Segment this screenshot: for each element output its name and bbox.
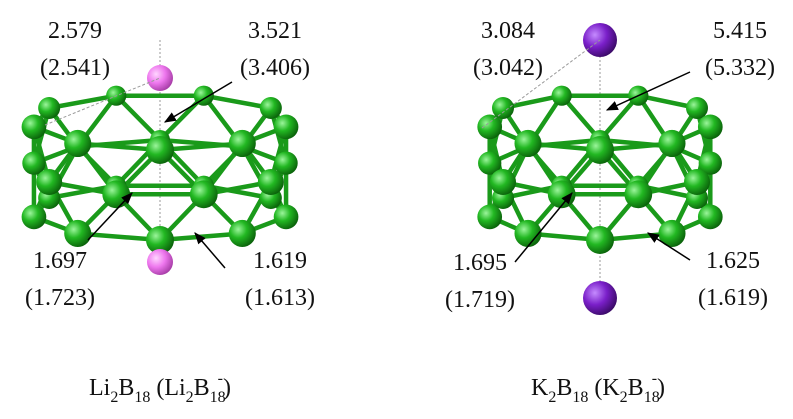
boron-atom: [190, 180, 218, 208]
boron-atom: [658, 130, 685, 157]
bond-length: 1.625: [706, 248, 760, 274]
formula-part: (Li: [150, 375, 186, 401]
distance-line: [45, 78, 160, 125]
boron-atom: [477, 115, 502, 140]
figure: 2.579 (2.541) 3.521 (3.406) 1.697 (1.723) 1.61…: [0, 0, 793, 419]
bond-length: 3.521: [248, 18, 302, 44]
boron-atom: [514, 220, 541, 247]
formula-part: ): [657, 375, 665, 401]
formula-part: B: [628, 375, 644, 401]
formula-part: B: [118, 375, 134, 401]
boron-atom: [22, 205, 47, 230]
formula-part: B: [194, 375, 210, 401]
formula-part: 2: [548, 389, 556, 406]
bond-length: 3.084: [481, 18, 535, 44]
bond-length-anion: (1.723): [25, 285, 95, 311]
boron-atom: [698, 115, 723, 140]
boron-atom: [64, 220, 91, 247]
bond-length-anion: (3.042): [473, 55, 543, 81]
boron-atom: [22, 115, 47, 140]
bond-length-anion: (1.619): [698, 285, 768, 311]
formula-part: 18: [134, 389, 150, 406]
boron-atom: [698, 205, 723, 230]
bond-length: 1.697: [33, 248, 87, 274]
boron-atom: [274, 205, 299, 230]
boron-atom: [146, 136, 174, 164]
formula: K2B18 (K2B18-): [531, 370, 665, 406]
boron-atom: [64, 130, 91, 157]
bond-length: 2.579: [48, 18, 102, 44]
distance-line: [482, 40, 600, 128]
boron-atom: [684, 169, 710, 195]
boron-atom: [477, 205, 502, 230]
boron-atom: [260, 97, 282, 119]
formula: Li2B18 (Li2B18-): [89, 370, 231, 406]
metal-atom: [583, 281, 617, 315]
boron-atom: [686, 97, 708, 119]
bond-length-anion: (3.406): [240, 55, 310, 81]
formula-part: 2: [110, 389, 118, 406]
formula-part: B: [556, 375, 572, 401]
bond-length-anion: (1.719): [445, 287, 515, 313]
formula-part: K: [531, 375, 549, 401]
boron-atom: [38, 97, 60, 119]
boron-atom: [586, 226, 614, 254]
metal-atom: [147, 249, 173, 275]
bond-length-anion: (2.541): [40, 55, 110, 81]
boron-atom: [624, 180, 652, 208]
boron-atom: [229, 220, 256, 247]
boron-atom: [492, 97, 514, 119]
formula-part: (K: [588, 375, 620, 401]
boron-atom: [586, 136, 614, 164]
bond-length-anion: (1.613): [245, 285, 315, 311]
boron-atom: [36, 169, 62, 195]
formula-part: ): [223, 375, 231, 401]
boron-atom: [229, 130, 256, 157]
boron-atom: [102, 180, 130, 208]
bond-length: 1.619: [253, 248, 307, 274]
bond-length: 1.695: [453, 250, 507, 276]
boron-atom: [274, 115, 299, 140]
formula-part: 2: [186, 389, 194, 406]
boron-atom: [552, 86, 572, 106]
formula-part: 2: [620, 389, 628, 406]
bond-length: 5.415: [713, 18, 767, 44]
boron-atom: [258, 169, 284, 195]
formula-part: Li: [89, 375, 111, 401]
formula-part: 18: [572, 389, 588, 406]
boron-atom: [514, 130, 541, 157]
bond-length-anion: (5.332): [705, 55, 775, 81]
boron-atom: [490, 169, 516, 195]
